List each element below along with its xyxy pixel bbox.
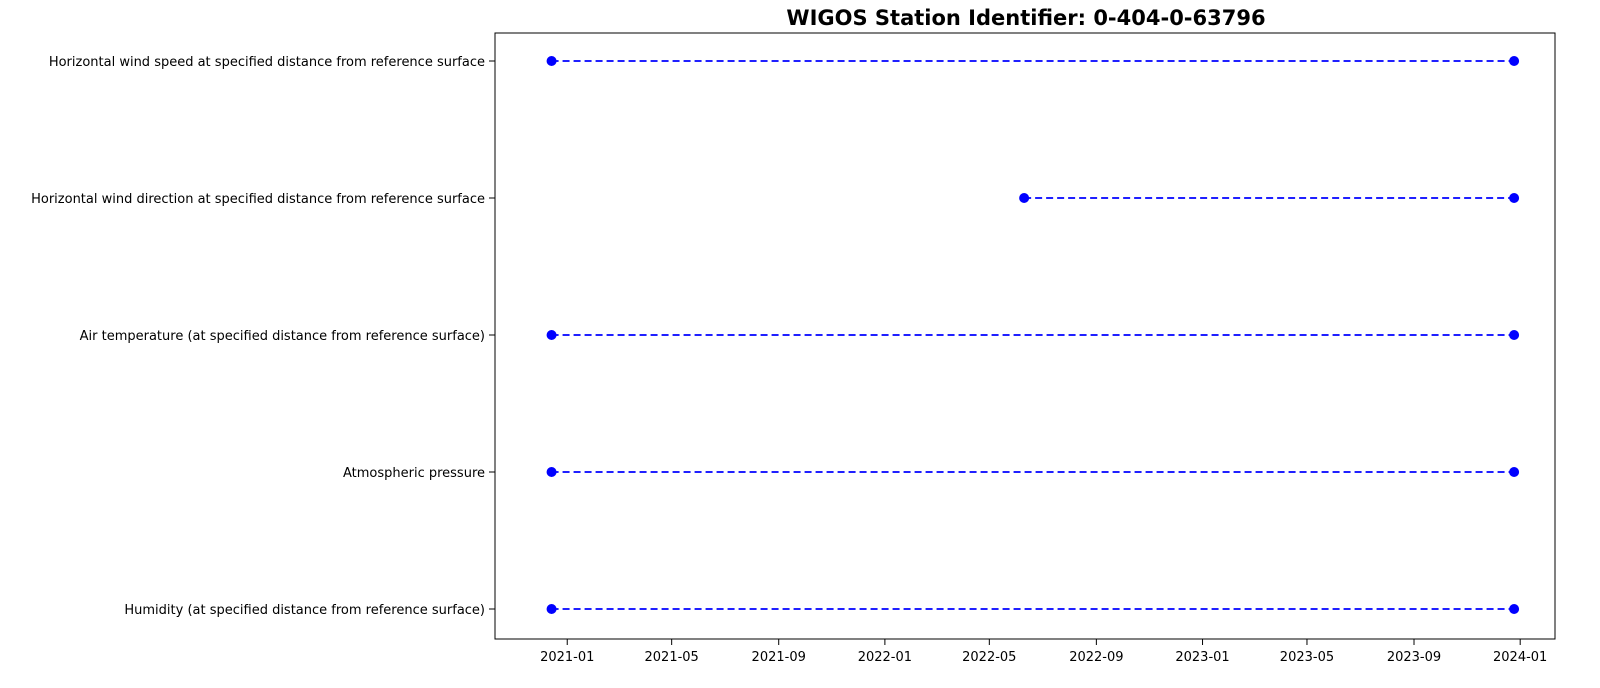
range-end-marker <box>1509 467 1520 477</box>
chart-title: WIGOS Station Identifier: 0-404-0-63796 <box>786 6 1265 30</box>
y-tick-label: Air temperature (at specified distance f… <box>80 329 485 344</box>
x-tick-label: 2023-05 <box>1280 650 1334 665</box>
range-end-marker <box>1509 604 1520 614</box>
range-start-marker <box>546 56 557 66</box>
range-start-marker <box>1019 193 1030 203</box>
x-tick-label: 2023-01 <box>1175 650 1229 665</box>
range-end-marker <box>1509 56 1520 66</box>
x-tick-label: 2022-01 <box>858 650 912 665</box>
plot-area: 2021-01 2021-05 2021-09 2022-01 2022-05 2022-… <box>31 32 1556 665</box>
y-tick-label: Humidity (at specified distance from ref… <box>124 603 485 618</box>
y-tick-label: Horizontal wind direction at specified d… <box>31 192 485 207</box>
x-tick-label: 2021-05 <box>645 650 699 665</box>
x-tick-label: 2021-01 <box>540 650 594 665</box>
x-tick-label: 2023-09 <box>1387 650 1441 665</box>
x-tick-label: 2024-01 <box>1493 650 1547 665</box>
range-end-marker <box>1509 330 1520 340</box>
range-start-marker <box>546 330 557 340</box>
range-start-marker <box>546 467 557 477</box>
y-tick-label: Atmospheric pressure <box>343 466 485 481</box>
x-tick-label: 2022-09 <box>1069 650 1123 665</box>
range-start-marker <box>546 604 557 614</box>
plot-frame <box>494 32 1556 640</box>
x-tick-label: 2022-05 <box>962 650 1016 665</box>
y-tick-label: Horizontal wind speed at specified dista… <box>49 55 485 70</box>
x-tick-label: 2021-09 <box>752 650 806 665</box>
range-end-marker <box>1509 193 1520 203</box>
